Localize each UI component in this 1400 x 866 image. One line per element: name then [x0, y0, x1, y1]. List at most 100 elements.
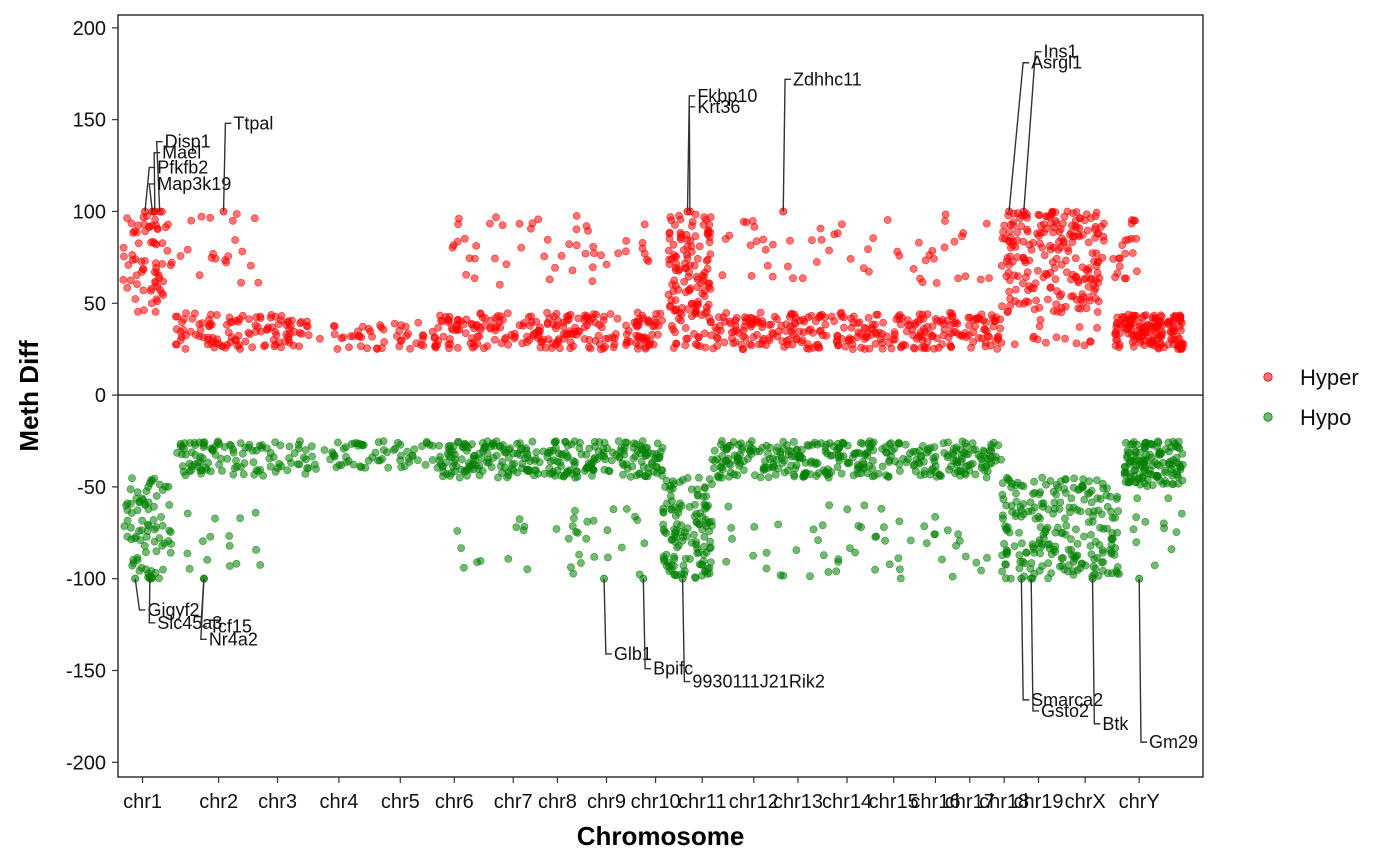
hyper-point — [267, 310, 276, 319]
x-tick-label: chr1 — [123, 791, 162, 813]
hypo-point — [806, 459, 815, 467]
hypo-point — [487, 442, 495, 451]
hypo-point — [152, 523, 160, 532]
hypo-point — [713, 472, 722, 480]
hypo-point — [504, 555, 513, 563]
hypo-point — [1015, 528, 1023, 537]
hyper-point — [345, 343, 353, 352]
hypo-point — [1027, 559, 1036, 567]
hypo-point — [687, 539, 696, 547]
hypo-point — [520, 522, 529, 531]
hyper-point — [564, 311, 573, 320]
hypo-point — [196, 458, 205, 466]
hyper-point — [1057, 260, 1066, 269]
hypo-point — [1019, 482, 1028, 491]
hypo-point — [869, 438, 878, 447]
hyper-point — [1129, 342, 1138, 351]
gene-label: Zdhhc11 — [793, 69, 862, 89]
hyper-point — [638, 238, 647, 247]
hyper-point — [748, 217, 757, 225]
hyper-point — [439, 332, 448, 341]
hypo-point — [819, 551, 828, 560]
hypo-point — [1069, 558, 1078, 566]
hyper-point — [954, 274, 962, 283]
hyper-point — [1074, 276, 1083, 285]
hyper-point — [869, 234, 877, 242]
hyper-point — [1067, 228, 1075, 237]
hypo-point — [1108, 513, 1117, 522]
hyper-point — [1031, 279, 1040, 288]
hypo-point — [998, 567, 1007, 576]
hyper-point — [597, 345, 605, 354]
hypo-point — [447, 468, 456, 477]
hyper-point — [1011, 242, 1020, 251]
hypo-point — [191, 451, 200, 459]
hypo-point — [971, 470, 980, 479]
hypo-point — [615, 453, 624, 462]
hypo-point — [694, 491, 702, 500]
hypo-point — [957, 467, 966, 475]
hypo-point — [391, 444, 399, 453]
hyper-point — [1093, 268, 1102, 277]
hypo-point — [283, 466, 292, 475]
hypo-point — [374, 456, 382, 465]
hyper-point — [447, 324, 456, 332]
hypo-point — [126, 499, 135, 508]
gene-label-leader-line — [688, 106, 696, 212]
hyper-point — [277, 343, 285, 352]
hyper-point — [1129, 331, 1138, 340]
hyper-point — [1164, 340, 1173, 349]
hypo-point — [633, 516, 642, 524]
hyper-point — [134, 307, 142, 316]
hypo-point — [895, 460, 904, 469]
x-tick-label: chr6 — [435, 791, 474, 813]
hypo-point — [814, 536, 822, 544]
hyper-point — [248, 343, 257, 352]
hypo-point — [1089, 512, 1097, 520]
hyper-point — [1055, 237, 1063, 246]
hypo-point — [166, 548, 175, 557]
hyper-point — [671, 328, 679, 337]
hyper-point — [158, 239, 167, 248]
hyper-point — [141, 227, 150, 236]
hypo-point — [845, 458, 854, 467]
hyper-point — [931, 315, 940, 323]
hyper-point — [581, 249, 590, 258]
hypo-point — [653, 439, 662, 448]
hyper-point — [998, 302, 1006, 311]
hypo-point — [878, 462, 887, 471]
hyper-point — [683, 250, 691, 259]
hypo-point — [834, 555, 843, 564]
hyper-point — [650, 315, 659, 324]
hypo-point — [641, 472, 649, 481]
hyper-point — [871, 339, 880, 348]
hypo-point — [1003, 473, 1011, 482]
hypo-point — [546, 457, 555, 466]
hypo-point — [552, 525, 561, 533]
hyper-point — [1174, 345, 1182, 353]
hypo-point — [1061, 530, 1070, 539]
hypo-point — [225, 542, 234, 550]
hypo-point — [256, 561, 265, 569]
hyper-point — [1035, 211, 1044, 219]
hypo-point — [136, 536, 145, 545]
hypo-point — [374, 438, 383, 447]
hypo-point — [632, 440, 641, 449]
hypo-point — [766, 443, 775, 452]
hyper-point — [130, 227, 139, 236]
hypo-point — [384, 463, 393, 472]
hyper-point — [395, 342, 404, 351]
hyper-point — [1069, 292, 1078, 300]
hyper-point — [635, 341, 643, 349]
hypo-point — [1114, 507, 1123, 515]
hyper-point — [606, 310, 615, 318]
hypo-point — [570, 460, 579, 469]
hyper-point — [179, 325, 188, 334]
gene-label: Ttpal — [233, 113, 273, 133]
hyper-point — [739, 332, 747, 341]
hypo-point — [1161, 445, 1170, 453]
hypo-point — [164, 482, 173, 491]
hypo-point — [545, 448, 554, 457]
hyper-point — [151, 279, 160, 287]
gene-label: Pfkfb2 — [157, 157, 208, 177]
